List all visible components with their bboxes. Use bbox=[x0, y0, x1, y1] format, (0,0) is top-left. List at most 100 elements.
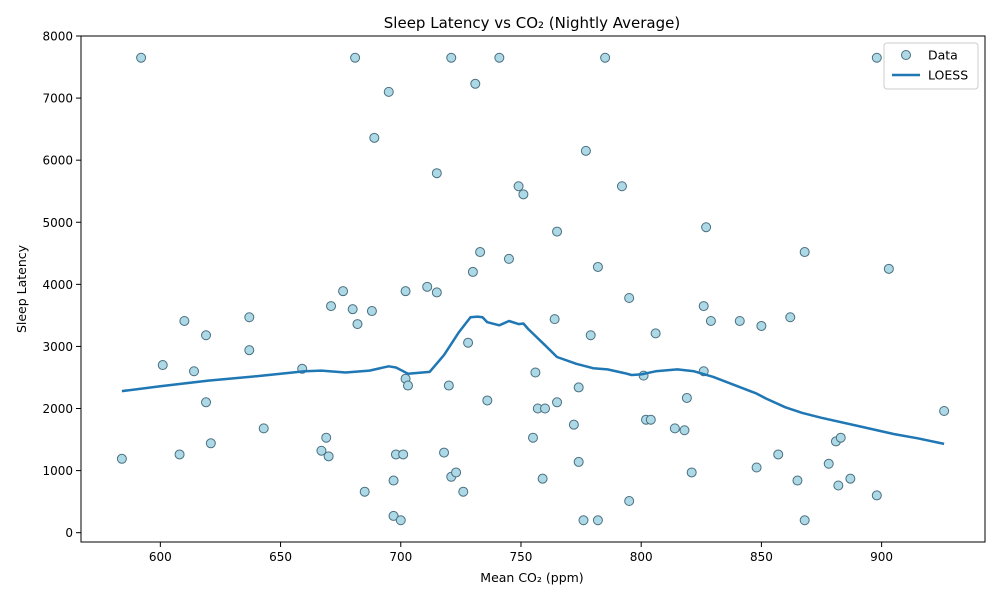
data-point bbox=[463, 337, 474, 348]
data-point bbox=[244, 345, 255, 356]
data-point bbox=[388, 510, 399, 521]
data-point bbox=[350, 52, 361, 63]
data-point bbox=[366, 306, 377, 317]
legend-loess-label: LOESS bbox=[928, 68, 968, 83]
data-point bbox=[624, 293, 635, 304]
y-tick-label: 4000 bbox=[42, 278, 73, 292]
data-point bbox=[470, 78, 481, 89]
y-tick-label: 0 bbox=[65, 526, 73, 540]
data-point bbox=[446, 52, 457, 63]
data-point bbox=[400, 286, 411, 297]
data-point bbox=[316, 445, 327, 456]
data-point bbox=[883, 263, 894, 274]
data-point bbox=[686, 467, 697, 478]
data-point bbox=[431, 168, 442, 179]
data-point bbox=[580, 145, 591, 156]
y-tick-label: 7000 bbox=[42, 92, 73, 106]
data-point bbox=[475, 247, 486, 258]
data-point bbox=[573, 456, 584, 467]
x-tick-label: 700 bbox=[389, 550, 412, 564]
data-point bbox=[323, 451, 334, 462]
data-point bbox=[402, 380, 413, 391]
x-tick-label: 900 bbox=[870, 550, 893, 564]
data-point bbox=[549, 314, 560, 325]
data-point bbox=[157, 360, 168, 371]
data-point bbox=[845, 473, 856, 484]
data-point bbox=[537, 473, 548, 484]
data-point bbox=[528, 432, 538, 443]
y-tick-label: 1000 bbox=[42, 464, 73, 478]
x-axis-label: Mean CO₂ (ppm) bbox=[480, 570, 583, 585]
data-point bbox=[871, 52, 882, 63]
data-point bbox=[201, 397, 212, 408]
data-point bbox=[388, 475, 399, 486]
data-point bbox=[518, 189, 529, 200]
x-tick-label: 800 bbox=[630, 550, 653, 564]
data-point bbox=[698, 301, 709, 312]
y-tick-label: 3000 bbox=[42, 340, 73, 354]
data-point bbox=[395, 515, 406, 526]
data-point bbox=[439, 447, 450, 458]
data-point bbox=[201, 330, 212, 341]
data-point bbox=[205, 438, 216, 449]
x-tick-label: 850 bbox=[750, 550, 773, 564]
data-point bbox=[482, 395, 493, 406]
y-axis: 0 1000 2000 3000 4000 5000 6000 7000 8000 bbox=[42, 30, 81, 540]
data-point bbox=[467, 266, 478, 277]
loess-line bbox=[121, 315, 945, 446]
data-point bbox=[701, 222, 712, 233]
data-point bbox=[540, 403, 551, 414]
data-point bbox=[352, 319, 363, 330]
y-tick-label: 2000 bbox=[42, 402, 73, 416]
data-point bbox=[705, 315, 716, 326]
data-point bbox=[443, 380, 454, 391]
data-point bbox=[136, 52, 147, 63]
data-point bbox=[513, 181, 524, 192]
data-point bbox=[833, 480, 844, 491]
data-point bbox=[645, 414, 656, 425]
x-tick-label: 600 bbox=[149, 550, 172, 564]
data-point bbox=[773, 449, 784, 460]
data-point bbox=[116, 453, 127, 464]
data-point bbox=[681, 392, 692, 403]
y-tick-label: 8000 bbox=[42, 30, 73, 44]
data-point bbox=[624, 496, 635, 507]
data-point bbox=[398, 449, 409, 460]
data-point bbox=[669, 423, 680, 434]
data-point bbox=[347, 304, 358, 315]
data-point bbox=[359, 486, 370, 497]
data-point bbox=[578, 515, 589, 526]
data-point bbox=[383, 86, 394, 97]
x-tick-label: 750 bbox=[510, 550, 533, 564]
data-point bbox=[431, 287, 442, 298]
data-point bbox=[871, 490, 882, 501]
data-point bbox=[552, 226, 563, 237]
data-point bbox=[189, 366, 199, 377]
data-point bbox=[823, 458, 834, 469]
plot-area bbox=[116, 52, 950, 526]
data-point bbox=[756, 320, 767, 331]
data-point bbox=[585, 330, 596, 341]
data-point bbox=[592, 515, 603, 526]
data-point bbox=[494, 52, 505, 63]
data-point bbox=[174, 449, 185, 460]
data-point bbox=[369, 132, 380, 143]
data-point bbox=[600, 52, 611, 63]
data-point bbox=[799, 515, 810, 526]
data-point bbox=[734, 315, 745, 326]
data-point bbox=[751, 462, 762, 473]
data-point bbox=[939, 405, 950, 416]
data-point bbox=[422, 281, 433, 292]
data-point bbox=[799, 247, 810, 258]
data-point bbox=[179, 315, 190, 326]
data-point bbox=[338, 286, 349, 297]
data-point bbox=[451, 467, 462, 478]
chart-title: Sleep Latency vs CO₂ (Nightly Average) bbox=[384, 14, 680, 32]
data-point bbox=[835, 432, 846, 443]
data-point bbox=[326, 301, 337, 312]
legend-data-marker bbox=[901, 50, 911, 60]
data-point bbox=[258, 423, 269, 434]
data-point bbox=[650, 328, 661, 339]
y-tick-label: 6000 bbox=[42, 154, 73, 168]
